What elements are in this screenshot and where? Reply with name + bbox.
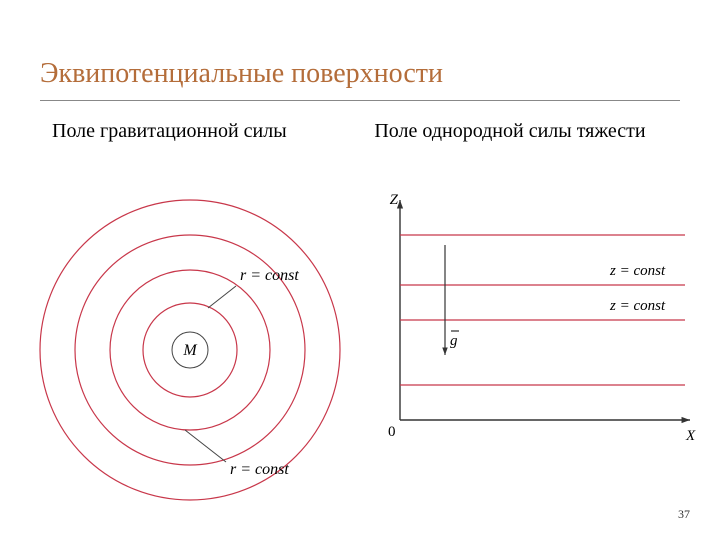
svg-text:r = const: r = const	[240, 267, 299, 284]
title-rule	[40, 100, 680, 101]
svg-text:Z: Z	[390, 192, 399, 208]
diagram-uniform-field: Z X 0 z = const z = const g	[370, 190, 700, 470]
slide: Эквипотенциальные поверхности Поле грави…	[0, 0, 720, 540]
subtitle-gravity-field: Поле гравитационной силы	[52, 120, 287, 143]
svg-text:z = const: z = const	[609, 298, 666, 314]
svg-text:z = const: z = const	[609, 263, 666, 279]
page-number: 37	[678, 507, 690, 522]
subtitle-uniform-field: Поле однородной силы тяжести	[370, 120, 650, 143]
svg-text:X: X	[685, 428, 696, 444]
diagram-concentric-circles: Mr = const r = const	[30, 190, 350, 510]
svg-text:r = const: r = const	[230, 461, 289, 478]
svg-text:0: 0	[388, 424, 396, 440]
svg-text:M: M	[182, 342, 198, 359]
slide-title: Эквипотенциальные поверхности	[40, 58, 443, 90]
svg-text:g: g	[450, 333, 458, 349]
